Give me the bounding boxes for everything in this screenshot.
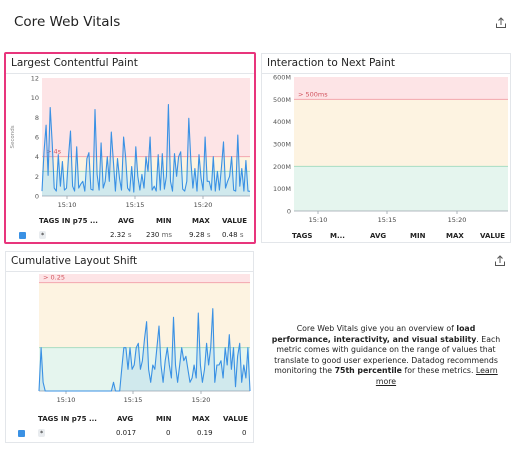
series-area: [39, 308, 250, 391]
x-tick-label: 15:20: [448, 216, 467, 222]
lcp-table: TAGS IN p75 ... AVG MIN MAX VALUE * 2.32…: [6, 214, 254, 244]
panel-title-divider: [262, 73, 510, 74]
y-tick-label: 100M: [273, 185, 291, 193]
cls-panel-title: Cumulative Layout Shift: [11, 255, 138, 267]
cls-table: TAGS IN p75 ... AVG MIN MAX VALUE * 0.01…: [6, 412, 253, 442]
inp-panel-title: Interaction to Next Paint: [267, 57, 395, 69]
tag-chip: *: [39, 231, 47, 239]
x-tick-label: 15:15: [126, 201, 145, 209]
col-header-min[interactable]: MIN: [156, 415, 172, 423]
min-cell: 0: [166, 429, 171, 437]
avg-cell: 2.32 s: [110, 231, 132, 239]
value-cell: 0: [242, 429, 247, 437]
panel-title-divider: [6, 73, 254, 74]
col-header-max[interactable]: MAX: [192, 415, 210, 423]
y-tick-label: 200M: [273, 163, 291, 171]
y-tick-label: 400M: [273, 118, 291, 126]
poor-zone: [42, 78, 250, 157]
x-tick-label: 15:10: [58, 201, 77, 209]
col-header-value[interactable]: VALUE: [222, 217, 248, 225]
lcp-panel-title: Largest Contentful Paint: [11, 57, 138, 69]
table-header: TAGS M... AVG MIN MAX VALUE: [262, 232, 510, 242]
y-tick-label: 300M: [273, 141, 291, 149]
col-header-max[interactable]: MAX: [192, 217, 210, 225]
series-line: [38, 308, 251, 392]
table-header: TAGS IN p75 ... AVG MIN MAX VALUE: [6, 217, 254, 227]
section-title: Core Web Vitals: [14, 14, 121, 30]
col-header-tags[interactable]: TAGS IN p75 ...: [39, 217, 98, 225]
min-cell: 230 ms: [146, 231, 173, 239]
threshold-label: > 500ms: [298, 90, 328, 98]
poor-zone: [294, 77, 508, 100]
inp-panel[interactable]: Interaction to Next Paint > 500ms 600M 500…: [261, 53, 511, 243]
y-tick-label: 6: [35, 134, 39, 142]
y-axis-title: Seconds: [10, 125, 16, 148]
info-share-button[interactable]: [493, 254, 507, 268]
inp-table: TAGS M... AVG MIN MAX VALUE: [262, 230, 510, 244]
series-color-swatch: [19, 232, 26, 239]
poor-zone: [39, 274, 250, 283]
col-header-min[interactable]: MIN: [410, 232, 426, 240]
col-header-max[interactable]: MAX: [446, 232, 464, 240]
max-cell: 0.19: [197, 429, 213, 437]
share-icon: [496, 17, 506, 28]
col-header-avg[interactable]: AVG: [118, 217, 135, 225]
table-row[interactable]: * 2.32 s 230 ms 9.28 s 0.48 s: [6, 231, 254, 241]
share-button[interactable]: [494, 16, 508, 30]
x-tick-label: 15:10: [309, 216, 328, 222]
needs-improvement-zone: [294, 99, 508, 167]
threshold-label: > 4s: [46, 148, 62, 156]
col-header-metric[interactable]: M...: [330, 232, 345, 240]
col-header-avg[interactable]: AVG: [117, 415, 134, 423]
y-tick-label: 2: [35, 173, 39, 181]
lcp-chart: > 4s 12 10 8 6 4 2 0 Seconds 15:10 15:15 15:20: [10, 75, 251, 209]
col-header-tags[interactable]: TAGS: [292, 232, 313, 240]
learn-more-link[interactable]: Learn more: [375, 366, 498, 386]
lcp-panel[interactable]: Largest Contentful Paint > 4s 12 10 8 6 4 2 0 Se…: [4, 52, 256, 244]
series-color-swatch: [18, 430, 25, 437]
share-icon: [495, 255, 505, 266]
avg-cell: 0.017: [116, 429, 137, 437]
y-tick-label: 600M: [273, 74, 291, 82]
y-tick-label: 4: [35, 153, 39, 161]
info-panel: Core Web Vitals give you an overview of …: [262, 250, 510, 444]
x-tick-label: 15:20: [194, 201, 213, 209]
x-tick-label: 15:10: [57, 396, 76, 404]
col-header-tags[interactable]: TAGS IN p75 ...: [38, 415, 97, 423]
y-tick-label: 12: [31, 75, 39, 83]
y-tick-label: 8: [35, 114, 39, 122]
y-tick-label: 10: [31, 94, 39, 102]
y-tick-label: 500M: [273, 96, 291, 104]
inp-chart: > 500ms 600M 500M 400M 300M 200M 100M 0 15:10 15:…: [273, 74, 508, 222]
y-tick-label: 0: [35, 193, 39, 201]
col-header-value[interactable]: VALUE: [480, 232, 506, 240]
col-header-avg[interactable]: AVG: [370, 232, 387, 240]
threshold-label: > 0.25: [43, 274, 65, 282]
panel-title-divider: [6, 271, 253, 272]
cls-chart: > 0.25 15:10 15:15 15:20: [38, 274, 251, 404]
col-header-value[interactable]: VALUE: [223, 415, 249, 423]
x-tick-label: 15:15: [124, 396, 143, 404]
good-zone: [294, 166, 508, 211]
col-header-min[interactable]: MIN: [156, 217, 172, 225]
cls-panel[interactable]: Cumulative Layout Shift > 0.25 15:10 15:15…: [5, 251, 254, 443]
info-description: Core Web Vitals give you an overview of …: [271, 324, 501, 386]
value-cell: 0.48 s: [222, 231, 244, 239]
series-line: [41, 103, 251, 193]
y-tick-label: 0: [287, 208, 291, 216]
x-tick-label: 15:15: [378, 216, 397, 222]
max-cell: 9.28 s: [189, 231, 211, 239]
tag-chip: *: [38, 429, 46, 437]
x-tick-label: 15:20: [192, 396, 211, 404]
table-row[interactable]: * 0.017 0 0.19 0: [6, 429, 253, 439]
table-header: TAGS IN p75 ... AVG MIN MAX VALUE: [6, 415, 253, 425]
